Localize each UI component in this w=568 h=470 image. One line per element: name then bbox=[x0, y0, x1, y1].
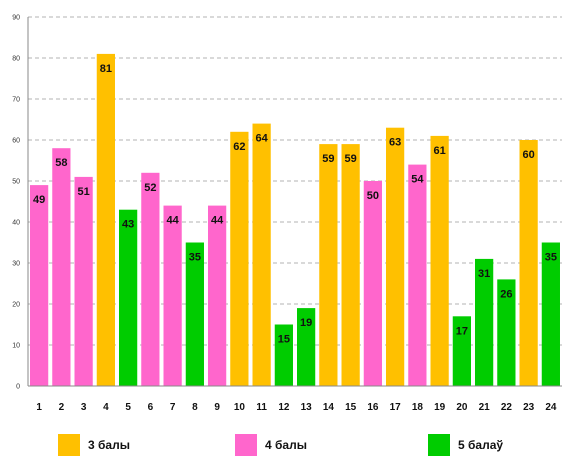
x-tick-label-1: 1 bbox=[36, 402, 42, 413]
data-label-5: 43 bbox=[122, 219, 134, 231]
x-tick-label-24: 24 bbox=[545, 402, 557, 413]
legend-swatch-4-baly bbox=[235, 434, 257, 456]
data-label-1: 49 bbox=[33, 194, 45, 206]
data-label-7: 44 bbox=[167, 215, 180, 227]
bar-6 bbox=[141, 172, 160, 386]
bar-19 bbox=[430, 135, 449, 386]
bar-9 bbox=[208, 205, 227, 386]
bar-21 bbox=[475, 258, 494, 386]
x-tick-label-14: 14 bbox=[323, 402, 335, 413]
y-tick-labels: 0 10 20 30 40 50 60 70 80 90 bbox=[12, 15, 20, 391]
data-label-16: 50 bbox=[367, 190, 379, 202]
x-tick-label-18: 18 bbox=[412, 402, 424, 413]
data-label-23: 60 bbox=[523, 149, 535, 161]
x-tick-label-5: 5 bbox=[125, 402, 131, 413]
legend-swatch-3-baly bbox=[58, 434, 80, 456]
y-tick-label: 40 bbox=[12, 220, 20, 227]
data-label-22: 26 bbox=[500, 288, 512, 300]
bar-23 bbox=[519, 140, 538, 386]
data-label-19: 61 bbox=[434, 145, 446, 157]
x-tick-label-4: 4 bbox=[103, 402, 109, 413]
grid-lines bbox=[28, 16, 562, 346]
y-tick-label: 10 bbox=[12, 343, 20, 350]
x-tick-label-23: 23 bbox=[523, 402, 535, 413]
x-tick-label-16: 16 bbox=[367, 402, 379, 413]
bar-22 bbox=[497, 279, 516, 386]
x-tick-label-13: 13 bbox=[301, 402, 313, 413]
legend-item-3-baly: 3 балы bbox=[58, 434, 130, 456]
x-tick-label-7: 7 bbox=[170, 402, 176, 413]
bars bbox=[30, 53, 560, 387]
data-label-9: 44 bbox=[211, 215, 224, 227]
legend-label-3-baly: 3 балы bbox=[88, 438, 130, 452]
x-tick-label-20: 20 bbox=[456, 402, 468, 413]
data-label-15: 59 bbox=[345, 153, 357, 165]
x-tick-label-6: 6 bbox=[148, 402, 154, 413]
x-tick-labels: 1 2 3 4 5 6 7 8 9 10 11 12 13 14 15 16 17 18 19 20 21 22 23 24 bbox=[36, 402, 557, 413]
y-tick-label: 50 bbox=[12, 179, 20, 186]
data-label-12: 15 bbox=[278, 334, 290, 346]
x-tick-label-9: 9 bbox=[214, 402, 220, 413]
bar-16 bbox=[363, 181, 382, 386]
data-label-6: 52 bbox=[144, 182, 156, 194]
data-label-4: 81 bbox=[100, 63, 112, 75]
bar-13 bbox=[297, 308, 316, 386]
bar-5 bbox=[119, 209, 138, 386]
x-tick-label-8: 8 bbox=[192, 402, 198, 413]
y-tick-label: 90 bbox=[12, 15, 20, 22]
data-label-14: 59 bbox=[322, 153, 334, 165]
legend-swatch-5-balau bbox=[428, 434, 450, 456]
bar-3 bbox=[74, 176, 93, 386]
bar-14 bbox=[319, 144, 338, 386]
data-label-13: 19 bbox=[300, 317, 312, 329]
y-tick-label: 70 bbox=[12, 97, 20, 104]
data-label-11: 64 bbox=[256, 133, 269, 145]
data-label-2: 58 bbox=[55, 157, 67, 169]
legend-item-4-baly: 4 балы bbox=[235, 434, 307, 456]
x-tick-label-11: 11 bbox=[256, 402, 267, 413]
y-tick-label: 0 bbox=[16, 384, 20, 391]
data-label-3: 51 bbox=[78, 186, 90, 198]
bar-2 bbox=[52, 148, 71, 386]
data-label-20: 17 bbox=[456, 325, 468, 337]
data-label-17: 63 bbox=[389, 137, 401, 149]
bar-8 bbox=[185, 242, 204, 386]
bar-4 bbox=[96, 53, 115, 387]
bar-15 bbox=[341, 144, 360, 386]
bar-10 bbox=[230, 131, 249, 386]
x-tick-label-3: 3 bbox=[81, 402, 87, 413]
x-tick-label-17: 17 bbox=[390, 402, 402, 413]
y-tick-label: 30 bbox=[12, 261, 20, 268]
y-tick-label: 20 bbox=[12, 302, 20, 309]
x-tick-label-19: 19 bbox=[434, 402, 446, 413]
bar-7 bbox=[163, 205, 182, 386]
bar-17 bbox=[386, 127, 405, 386]
data-label-18: 54 bbox=[411, 174, 424, 186]
bar-20 bbox=[452, 316, 471, 386]
bar-18 bbox=[408, 164, 427, 386]
bar-24 bbox=[541, 242, 560, 386]
x-tick-label-2: 2 bbox=[59, 402, 65, 413]
bar-1 bbox=[30, 185, 49, 386]
x-tick-label-15: 15 bbox=[345, 402, 357, 413]
data-label-24: 35 bbox=[545, 252, 557, 264]
legend-label-5-balau: 5 балаў bbox=[458, 438, 504, 452]
data-label-21: 31 bbox=[478, 268, 490, 280]
bar-11 bbox=[252, 123, 271, 386]
x-tick-label-21: 21 bbox=[479, 402, 491, 413]
legend-label-4-baly: 4 балы bbox=[265, 438, 307, 452]
legend-item-5-balau: 5 балаў bbox=[428, 434, 503, 456]
x-tick-label-12: 12 bbox=[278, 402, 290, 413]
bar-12 bbox=[274, 324, 293, 386]
x-tick-label-22: 22 bbox=[501, 402, 513, 413]
y-tick-label: 60 bbox=[12, 138, 20, 145]
y-tick-label: 80 bbox=[12, 56, 20, 63]
data-labels: 49 58 51 81 43 52 44 35 44 62 64 15 19 59 59 50 63 54 61 17… bbox=[33, 63, 557, 346]
data-label-8: 35 bbox=[189, 252, 201, 264]
x-tick-label-10: 10 bbox=[234, 402, 246, 413]
data-label-10: 62 bbox=[233, 141, 245, 153]
